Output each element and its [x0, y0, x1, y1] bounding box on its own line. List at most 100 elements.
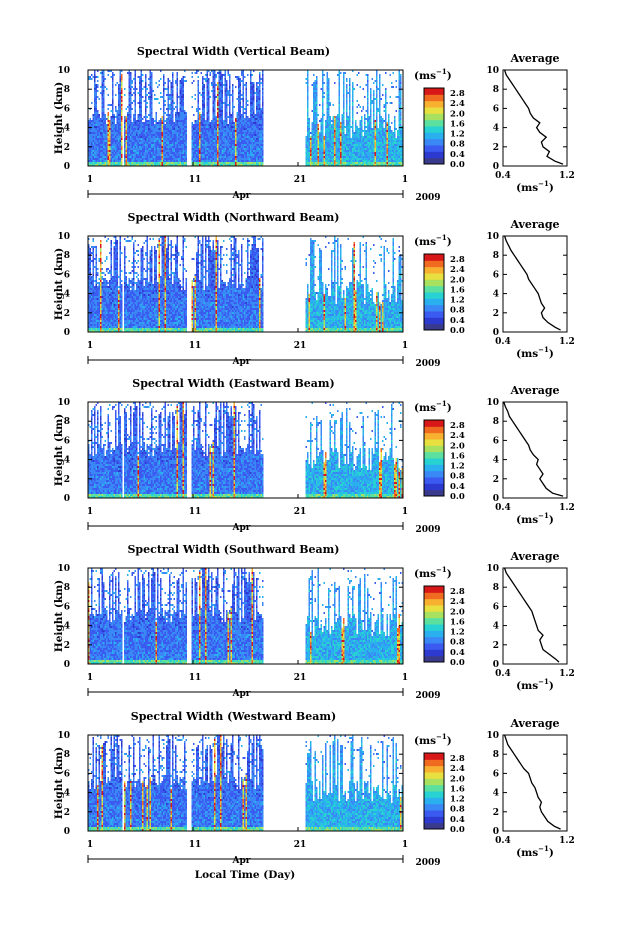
colorbar-tick-label: 1.2 — [450, 795, 465, 805]
avg-y-tick-label: 4 — [493, 124, 499, 134]
colorbar-segment — [424, 420, 444, 427]
x-tick-label: 1 — [402, 507, 408, 517]
heatmap — [88, 236, 403, 332]
colorbar-tick-label: 0.8 — [450, 638, 465, 648]
colorbar-segment — [424, 649, 444, 656]
colorbar-unit: (ms−1) — [414, 67, 452, 82]
colorbar-segment — [424, 611, 444, 618]
colorbar-segment — [424, 132, 444, 139]
colorbar-tick-label: 2.4 — [450, 265, 465, 275]
colorbar-segment — [424, 483, 444, 490]
colorbar-segment — [424, 324, 444, 331]
colorbar-segment — [424, 766, 444, 773]
month-label: Apr — [231, 689, 250, 699]
avg-y-tick-label: 10 — [486, 66, 499, 76]
colorbar-segment — [424, 785, 444, 792]
panel-title: Spectral Width (Westward Beam) — [131, 710, 336, 723]
y-tick-label: 0 — [64, 328, 70, 338]
colorbar-segment — [424, 317, 444, 324]
panel-5: Spectral Width (Westward Beam)0246810Hei… — [53, 710, 575, 868]
colorbar-segment — [424, 267, 444, 274]
average-profile-line — [505, 236, 561, 330]
colorbar-segment — [424, 823, 444, 830]
colorbar-segment — [424, 753, 444, 760]
colorbar-tick-label: 2.4 — [450, 431, 465, 441]
avg-y-tick-label: 2 — [493, 143, 499, 153]
x-tick-label: 1 — [87, 507, 93, 517]
avg-x-tick-label: 1.2 — [559, 836, 575, 846]
panel-1: Spectral Width (Vertical Beam)0246810Hei… — [53, 45, 575, 203]
average-frame — [503, 236, 567, 332]
y-tick-label: 10 — [57, 731, 70, 741]
colorbar-tick-label: 1.2 — [450, 296, 465, 306]
colorbar-segment — [424, 260, 444, 267]
y-tick-label: 0 — [64, 494, 70, 504]
colorbar-tick-label: 0.0 — [450, 825, 465, 835]
panel-title: Spectral Width (Eastward Beam) — [132, 377, 334, 390]
colorbar-segment — [424, 599, 444, 606]
heatmap — [88, 70, 403, 166]
x-tick-label: 1 — [402, 175, 408, 185]
colorbar-segment — [424, 816, 444, 823]
colorbar-tick-label: 1.2 — [450, 628, 465, 638]
colorbar-segment — [424, 605, 444, 612]
x-tick-label: 1 — [87, 673, 93, 683]
colorbar-unit: (ms−1) — [414, 565, 452, 580]
x-tick-label: 1 — [402, 840, 408, 850]
avg-x-tick-label: 0.4 — [495, 171, 511, 181]
x-tick-label: 11 — [189, 507, 202, 517]
colorbar-segment — [424, 273, 444, 280]
colorbar-tick-label: 1.6 — [450, 617, 465, 627]
colorbar-tick-label: 0.0 — [450, 492, 465, 502]
average-title: Average — [509, 550, 559, 563]
average-frame — [503, 402, 567, 498]
x-tick-label: 21 — [294, 840, 307, 850]
colorbar-segment — [424, 158, 444, 165]
average-frame — [503, 735, 567, 831]
avg-x-tick-label: 1.2 — [559, 669, 575, 679]
colorbar-segment — [424, 477, 444, 484]
colorbar-segment — [424, 630, 444, 637]
avg-y-tick-label: 6 — [493, 602, 499, 612]
colorbar-segment — [424, 778, 444, 785]
month-label: Apr — [231, 357, 250, 367]
panel-title: Spectral Width (Vertical Beam) — [137, 45, 330, 58]
colorbar-segment — [424, 772, 444, 779]
colorbar-tick-label: 0.0 — [450, 326, 465, 336]
x-tick-label: 11 — [189, 341, 202, 351]
colorbar-tick-label: 1.6 — [450, 119, 465, 129]
colorbar-tick-label: 0.4 — [450, 648, 465, 658]
x-tick-label: 21 — [294, 673, 307, 683]
colorbar-segment — [424, 279, 444, 286]
panel-title: Spectral Width (Southward Beam) — [127, 543, 339, 556]
average-xlabel: (ms−1) — [516, 844, 554, 859]
avg-x-tick-label: 1.2 — [559, 503, 575, 513]
colorbar-tick-label: 0.8 — [450, 140, 465, 150]
colorbar-segment — [424, 624, 444, 631]
x-tick-label: 1 — [402, 673, 408, 683]
x-tick-label: 21 — [294, 507, 307, 517]
figure-xlabel: Local Time (Day) — [195, 869, 295, 881]
colorbar-segment — [424, 452, 444, 459]
average-profile-line — [505, 568, 559, 662]
colorbar-segment — [424, 656, 444, 663]
panel-2: Spectral Width (Northward Beam)0246810He… — [53, 211, 575, 369]
avg-y-tick-label: 4 — [493, 789, 499, 799]
avg-x-tick-label: 0.4 — [495, 669, 511, 679]
colorbar-segment — [424, 804, 444, 811]
colorbar-segment — [424, 586, 444, 593]
y-tick-label: 0 — [64, 827, 70, 837]
avg-y-tick-label: 2 — [493, 808, 499, 818]
colorbar-tick-label: 2.0 — [450, 774, 465, 784]
colorbar-tick-label: 0.8 — [450, 805, 465, 815]
colorbar-segment — [424, 126, 444, 133]
y-axis-label: Height (km) — [53, 747, 65, 819]
y-axis-label: Height (km) — [53, 248, 65, 320]
colorbar-tick-label: 2.8 — [450, 255, 465, 265]
colorbar-segment — [424, 439, 444, 446]
colorbar-segment — [424, 107, 444, 114]
colorbar-segment — [424, 305, 444, 312]
colorbar-tick-label: 2.0 — [450, 109, 465, 119]
colorbar-unit: (ms−1) — [414, 233, 452, 248]
x-tick-label: 11 — [189, 175, 202, 185]
